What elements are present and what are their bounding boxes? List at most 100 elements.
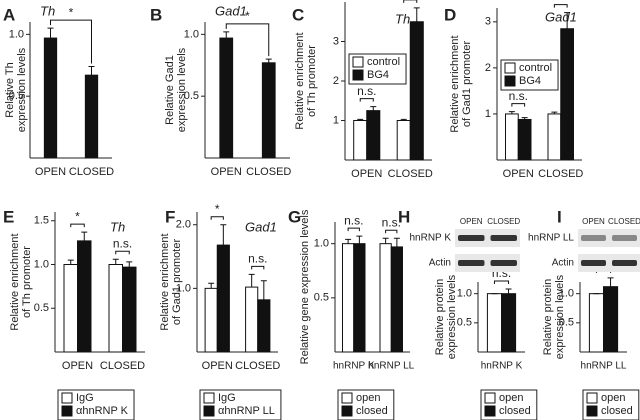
- legend-label: αhnRNP K: [76, 405, 129, 417]
- bar: [390, 246, 403, 353]
- error-bar: [208, 282, 215, 289]
- significance-bracket: [347, 227, 360, 232]
- x-tick-label: OPEN: [62, 360, 93, 372]
- y-tick-label: 1.0: [559, 288, 574, 300]
- y-tick-label: 3: [333, 35, 339, 47]
- significance-bracket: [511, 103, 526, 107]
- x-tick-label: OPEN: [202, 360, 233, 372]
- significance-label: *: [69, 5, 74, 19]
- legend-swatch: [341, 392, 353, 404]
- y-axis-label: Relative enrichment: [449, 35, 461, 132]
- legend-label: αhnRNP LL: [218, 405, 275, 417]
- panel-title: Th: [395, 11, 410, 26]
- y-axis-label: of Gad1 promoter: [461, 41, 473, 128]
- legend-swatch: [203, 405, 215, 417]
- y-axis-label: Relative Gad1: [164, 55, 176, 125]
- error-bar: [81, 231, 88, 241]
- x-tick-label: CLOSED: [235, 360, 280, 372]
- y-tick-label: 1.0: [457, 288, 472, 300]
- significance-bracket: [359, 98, 374, 102]
- error-bar: [223, 31, 230, 39]
- bar: [204, 287, 218, 353]
- significance-bracket: [70, 223, 85, 228]
- panel-letter: A: [3, 5, 15, 24]
- panel-title: Gad1: [245, 219, 277, 234]
- legend-label: closed: [356, 405, 388, 417]
- bar: [366, 110, 381, 161]
- y-tick-label: 0.5: [9, 90, 24, 102]
- significance-bracket: [385, 229, 398, 234]
- y-axis-label: Relative gene expression levels: [299, 209, 311, 364]
- lane-label: CLOSED: [487, 217, 520, 226]
- error-bar: [508, 111, 515, 114]
- error-bar: [220, 224, 227, 246]
- error-bar: [265, 58, 272, 63]
- error-bar: [126, 261, 133, 268]
- panel-letter: C: [292, 5, 304, 24]
- legend-label: open: [499, 392, 523, 404]
- y-tick-label: 0.5: [34, 302, 49, 314]
- legend-label: BG4: [519, 75, 541, 87]
- significance-bracket: [210, 216, 224, 220]
- significance-label: n.s.: [509, 89, 528, 103]
- blot-band: [458, 235, 485, 241]
- significance-label: *: [245, 9, 250, 23]
- y-axis-label: Relative enrichment: [159, 233, 171, 330]
- y-axis-label: Relative protein: [434, 279, 446, 355]
- error-bar: [357, 118, 364, 121]
- y-axis-label: Relative protein: [542, 279, 554, 355]
- y-axis-label: Relative enrichment: [9, 233, 21, 330]
- lane-label: OPEN: [460, 217, 483, 226]
- y-tick-label: 1.0: [184, 28, 199, 40]
- panel-letter: E: [3, 207, 14, 226]
- error-bar: [345, 238, 352, 244]
- bar: [43, 37, 58, 159]
- significance-label: n.s.: [357, 84, 376, 98]
- panel-letter: D: [444, 5, 456, 24]
- bar: [77, 240, 92, 353]
- panel: F Gad1 Relative enrichment of Gad1 promoter…: [159, 202, 282, 420]
- row-label: Actin: [429, 258, 451, 269]
- bar: [379, 243, 392, 353]
- y-axis-label: of Th promoter: [306, 45, 318, 117]
- blot-band: [612, 235, 637, 241]
- x-tick-label: CLOSED: [100, 360, 145, 372]
- significance-bracket: [493, 280, 510, 284]
- error-bar: [551, 111, 558, 114]
- y-tick-label: 0.5: [184, 90, 199, 102]
- x-tick-label: CLOSED: [538, 168, 583, 180]
- panel: D Gad1 Relative enrichment of Gad1 promoter…: [444, 0, 583, 180]
- legend-label: control: [367, 56, 400, 68]
- panel-letter: H: [398, 207, 410, 226]
- legend-label: closed: [499, 405, 531, 417]
- x-tick-label: hnRNP LL: [581, 361, 627, 372]
- blot-background: [578, 229, 640, 247]
- legend-swatch: [61, 392, 73, 404]
- bar: [396, 120, 411, 161]
- bar: [517, 118, 532, 161]
- y-tick-label: 3: [485, 16, 491, 28]
- significance-label: n.s.: [248, 252, 267, 266]
- panel: C Th Relative enrichment of Th promoter 1 2 3 O…: [292, 0, 433, 180]
- significance-label: *: [558, 0, 563, 4]
- y-axis-label: of Gad1 promoter: [171, 239, 183, 326]
- x-tick-label: CLOSED: [246, 166, 291, 178]
- bar: [505, 113, 519, 161]
- error-bar: [112, 258, 119, 265]
- y-tick-label: 1.0: [34, 258, 49, 270]
- row-label: Actin: [552, 258, 574, 269]
- y-tick-label: 0.5: [314, 292, 329, 304]
- x-tick-label: hnRNP K: [333, 361, 375, 372]
- legend-label: open: [601, 392, 625, 404]
- bar: [353, 243, 366, 353]
- blot-band: [581, 260, 606, 266]
- y-tick-label: 2: [333, 75, 339, 87]
- significance-label: *: [215, 202, 220, 216]
- significance-bracket: [251, 265, 265, 270]
- blot-background: [455, 254, 520, 272]
- y-axis-label: expression levels: [16, 47, 28, 132]
